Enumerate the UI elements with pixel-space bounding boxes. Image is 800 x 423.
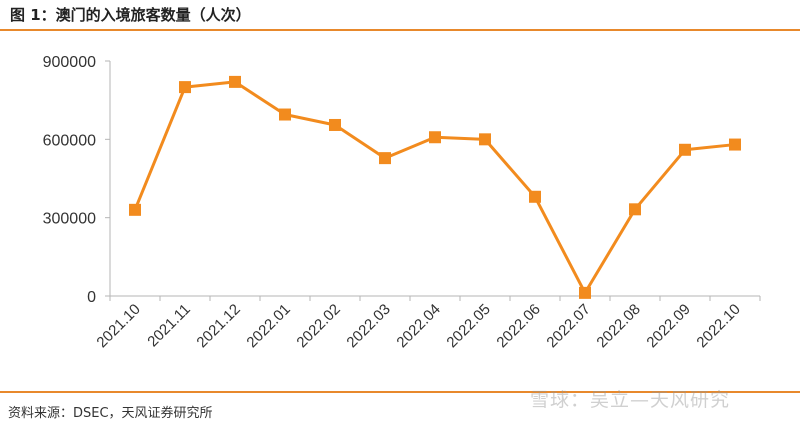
y-tick-label: 900000 (43, 54, 96, 71)
top-divider (0, 29, 800, 31)
x-tick-label: 2022.05 (443, 301, 493, 351)
series-layer (129, 75, 741, 299)
bottom-divider (0, 391, 800, 393)
x-tick-label: 2022.09 (643, 301, 693, 351)
data-point-marker (729, 138, 741, 151)
y-tick-label: 0 (87, 289, 96, 306)
x-tick-label: 2022.01 (243, 301, 293, 351)
chart-axes (109, 61, 761, 301)
data-point-marker (179, 81, 191, 94)
data-point-marker (279, 108, 291, 121)
data-point-marker (429, 131, 441, 144)
data-point-marker (629, 203, 641, 216)
y-tick-label: 300000 (43, 211, 96, 228)
line-chart: 0 300000 600000 900000 2021.10 2021.11 2021.1… (43, 54, 761, 351)
data-point-marker (129, 203, 141, 216)
data-point-marker (479, 133, 491, 146)
figure-title: 图 1：澳门的入境旅客数量（人次） (10, 6, 251, 24)
y-tick-label: 600000 (43, 132, 96, 149)
data-point-marker (579, 286, 591, 299)
data-point-marker (379, 152, 391, 165)
data-point-marker (229, 75, 241, 88)
x-tick-label: 2022.03 (343, 301, 393, 351)
data-point-marker (679, 143, 691, 156)
x-tick-label: 2022.04 (393, 301, 443, 351)
x-tick-label: 2022.06 (493, 301, 543, 351)
watermark: 雪球：吴立—天风研究 (530, 389, 731, 411)
x-axis-ticks: 2021.10 2021.11 2021.12 2022.01 2022.02 2022.… (93, 301, 743, 351)
x-tick-label: 2022.02 (293, 301, 343, 351)
series-line (133, 80, 736, 295)
data-point-marker (529, 190, 541, 203)
x-tick-label: 2021.10 (93, 301, 143, 351)
x-tick-label: 2021.11 (144, 301, 194, 351)
source-note: 资料来源：DSEC，天风证券研究所 (8, 406, 213, 421)
data-point-marker (329, 118, 341, 131)
y-axis-ticks: 0 300000 600000 900000 (43, 54, 110, 306)
x-tick-label: 2022.08 (593, 301, 643, 351)
x-tick-label: 2022.07 (543, 301, 593, 351)
x-tick-label: 2022.10 (693, 301, 743, 351)
x-tick-label: 2021.12 (193, 301, 243, 351)
